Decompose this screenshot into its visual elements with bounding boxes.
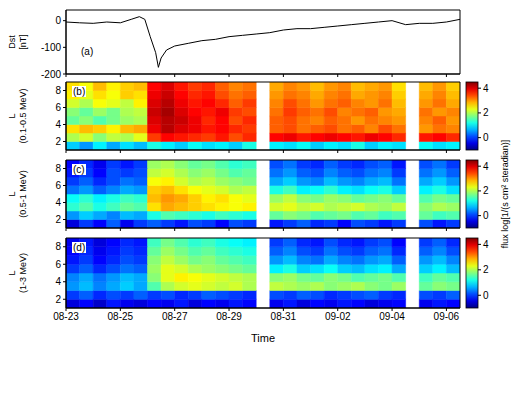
html-text:(c): (c) [73, 164, 85, 175]
html-text:L: L [7, 270, 17, 276]
svg-text:4: 4 [483, 83, 489, 94]
svg-text:2: 2 [483, 107, 489, 118]
html-text:(a): (a) [81, 46, 94, 57]
html-text:[nT]: [nT] [18, 34, 28, 50]
svg-text:2: 2 [55, 294, 61, 305]
html-text:L: L [7, 191, 17, 197]
html-text:(0.5-1 MeV): (0.5-1 MeV) [18, 170, 28, 218]
svg-text:08-23: 08-23 [53, 311, 79, 322]
svg-text:4: 4 [55, 197, 61, 208]
svg-text:2: 2 [483, 185, 489, 196]
html-text:(1-3 MeV): (1-3 MeV) [18, 253, 28, 293]
svg-text:0: 0 [483, 132, 489, 143]
svg-text:4: 4 [55, 119, 61, 130]
svg-text:4: 4 [483, 239, 489, 250]
svg-text:4: 4 [55, 276, 61, 287]
html-text:(d): (d) [73, 242, 86, 253]
svg-text:-200: -200 [41, 69, 61, 80]
svg-text:6: 6 [55, 180, 61, 191]
html-text:L: L [7, 113, 17, 119]
svg-text:08-29: 08-29 [216, 311, 242, 322]
svg-text:09-02: 09-02 [325, 311, 351, 322]
svg-text:6: 6 [55, 102, 61, 113]
svg-text:2: 2 [483, 264, 489, 275]
svg-text:Time: Time [251, 332, 275, 344]
svg-text:08-27: 08-27 [162, 311, 188, 322]
svg-text:08-31: 08-31 [271, 311, 297, 322]
svg-text:8: 8 [55, 241, 61, 252]
svg-text:8: 8 [55, 163, 61, 174]
svg-text:flux log[1/(s cm² steradian)]: flux log[1/(s cm² steradian)] [500, 140, 510, 249]
svg-text:08-25: 08-25 [108, 311, 134, 322]
svg-text:4: 4 [483, 161, 489, 172]
svg-text:09-06: 09-06 [434, 311, 460, 322]
svg-text:09-04: 09-04 [379, 311, 405, 322]
svg-text:-100: -100 [41, 42, 61, 53]
svg-text:8: 8 [55, 85, 61, 96]
html-text:Dst: Dst [7, 35, 17, 49]
svg-text:6: 6 [55, 259, 61, 270]
html-text:(b): (b) [73, 86, 86, 97]
svg-text:0: 0 [483, 210, 489, 221]
svg-text:2: 2 [55, 214, 61, 225]
html-text:(0.1-0.5 MeV): (0.1-0.5 MeV) [18, 88, 28, 144]
svg-text:0: 0 [483, 290, 489, 301]
svg-text:0: 0 [55, 15, 61, 26]
svg-text:2: 2 [55, 136, 61, 147]
